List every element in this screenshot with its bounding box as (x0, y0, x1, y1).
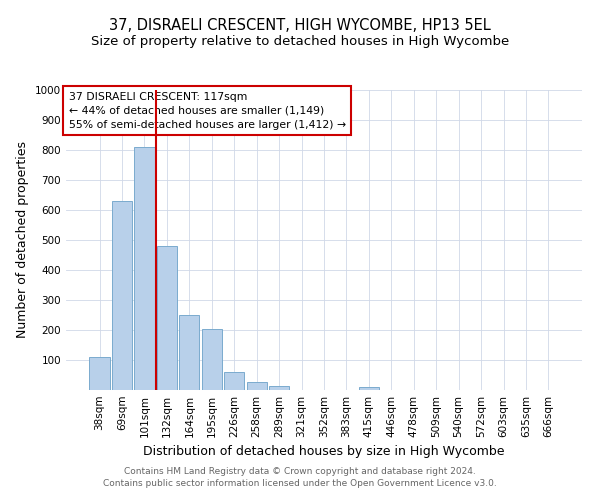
Bar (89, 357, 110, 390)
Bar (269, 386, 289, 390)
Bar (112, 201, 132, 390)
Text: 37, DISRAELI CRESCENT, HIGH WYCOMBE, HP13 5EL: 37, DISRAELI CRESCENT, HIGH WYCOMBE, HP1… (109, 18, 491, 32)
Text: Size of property relative to detached houses in High Wycombe: Size of property relative to detached ho… (91, 35, 509, 48)
Bar (224, 372, 244, 390)
Bar (157, 246, 177, 390)
Bar (202, 328, 222, 390)
Bar (179, 315, 199, 390)
Text: 37 DISRAELI CRESCENT: 117sqm
← 44% of detached houses are smaller (1,149)
55% of: 37 DISRAELI CRESCENT: 117sqm ← 44% of de… (68, 92, 346, 130)
Text: Contains HM Land Registry data © Crown copyright and database right 2024.
Contai: Contains HM Land Registry data © Crown c… (103, 466, 497, 487)
Y-axis label: Number of detached properties: Number of detached properties (16, 142, 29, 338)
Bar (359, 387, 379, 390)
Bar (134, 147, 155, 390)
Bar (247, 382, 267, 390)
X-axis label: Distribution of detached houses by size in High Wycombe: Distribution of detached houses by size … (143, 446, 505, 458)
